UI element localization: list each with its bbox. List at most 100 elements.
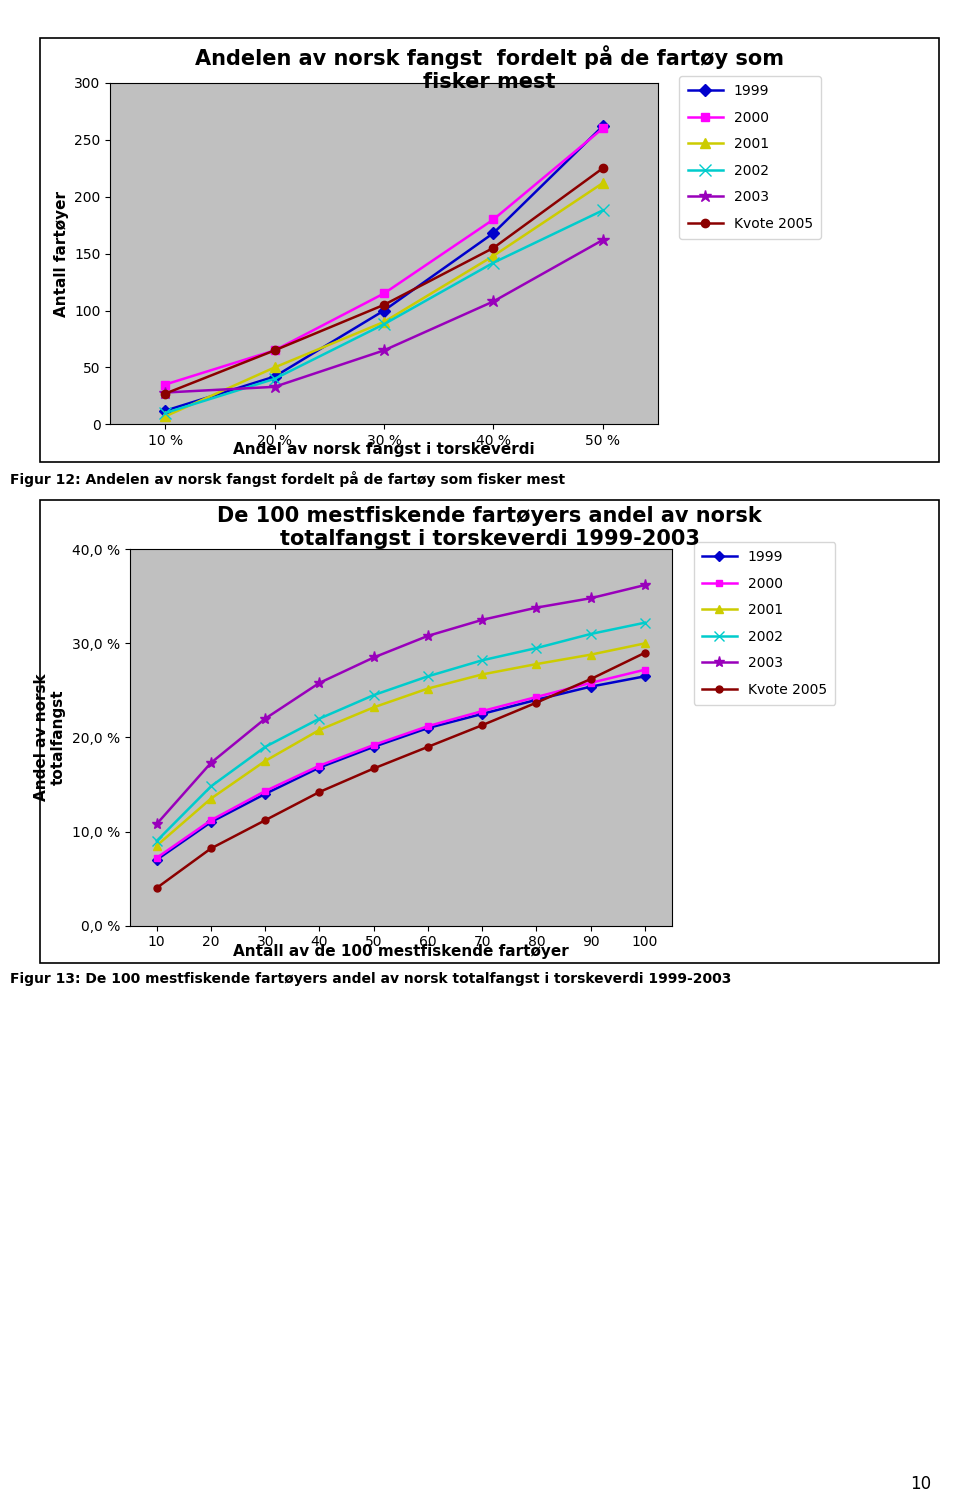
Line: 1999: 1999	[161, 122, 607, 415]
2000	[368, 736, 379, 754]
2001	[205, 790, 217, 808]
2003	[151, 814, 162, 832]
2000	[476, 701, 488, 719]
2000	[488, 211, 499, 229]
Kvote 2005	[259, 811, 271, 829]
1999	[488, 224, 499, 242]
2002	[639, 614, 651, 632]
2002	[378, 315, 390, 333]
Line: 2003: 2003	[151, 579, 651, 829]
2000	[597, 119, 609, 137]
Line: 2000: 2000	[154, 667, 648, 861]
2003	[269, 378, 280, 396]
Y-axis label: Andel av norsk
totalfangst: Andel av norsk totalfangst	[34, 674, 66, 801]
2000	[314, 757, 325, 775]
Kvote 2005	[476, 716, 488, 734]
2003	[476, 611, 488, 629]
1999	[378, 301, 390, 319]
2002	[368, 686, 379, 704]
Line: 2000: 2000	[161, 123, 607, 388]
1999	[585, 677, 596, 695]
2003	[597, 230, 609, 248]
2002	[488, 254, 499, 272]
Line: 2001: 2001	[160, 178, 608, 421]
Text: Andelen av norsk fangst  fordelt på de fartøy som
fisker mest: Andelen av norsk fangst fordelt på de fa…	[195, 45, 784, 92]
1999	[476, 704, 488, 722]
2001	[597, 175, 609, 193]
Line: 2002: 2002	[152, 619, 650, 846]
1999	[205, 813, 217, 831]
2002	[259, 737, 271, 756]
2001	[639, 634, 651, 652]
Line: 2002: 2002	[159, 205, 609, 418]
2002	[159, 403, 171, 421]
2001	[314, 721, 325, 739]
Line: 2001: 2001	[153, 640, 649, 850]
2001	[259, 752, 271, 771]
2001	[585, 646, 596, 664]
Kvote 2005	[597, 160, 609, 178]
2003	[159, 384, 171, 402]
Kvote 2005	[639, 644, 651, 662]
Text: 10: 10	[910, 1475, 931, 1493]
2002	[597, 202, 609, 220]
1999	[314, 759, 325, 777]
2003	[205, 754, 217, 772]
Line: Kvote 2005: Kvote 2005	[154, 649, 648, 891]
2003	[378, 342, 390, 360]
2003	[585, 588, 596, 607]
1999	[531, 691, 542, 709]
Legend: 1999, 2000, 2001, 2002, 2003, Kvote 2005: 1999, 2000, 2001, 2002, 2003, Kvote 2005	[694, 542, 835, 704]
Text: Antall av de 100 mestfiskende fartøyer: Antall av de 100 mestfiskende fartøyer	[233, 944, 568, 959]
2001	[422, 679, 434, 697]
2003	[368, 649, 379, 667]
2002	[422, 667, 434, 685]
Kvote 2005	[205, 840, 217, 858]
Y-axis label: Antall fartøyer: Antall fartøyer	[54, 191, 69, 316]
1999	[368, 737, 379, 756]
Line: Kvote 2005: Kvote 2005	[161, 164, 607, 397]
2002	[531, 640, 542, 658]
2002	[476, 652, 488, 670]
2001	[531, 655, 542, 673]
2001	[368, 698, 379, 716]
Text: Andel av norsk fangst i torskeverdi: Andel av norsk fangst i torskeverdi	[233, 442, 535, 458]
Kvote 2005	[378, 296, 390, 315]
2001	[378, 313, 390, 331]
Legend: 1999, 2000, 2001, 2002, 2003, Kvote 2005: 1999, 2000, 2001, 2002, 2003, Kvote 2005	[680, 75, 821, 239]
Line: 2003: 2003	[158, 233, 610, 399]
2003	[639, 576, 651, 594]
2001	[476, 665, 488, 683]
2001	[159, 408, 171, 426]
1999	[159, 402, 171, 420]
2002	[151, 832, 162, 850]
Text: De 100 mestfiskende fartøyers andel av norsk
totalfangst i torskeverdi 1999-2003: De 100 mestfiskende fartøyers andel av n…	[217, 506, 762, 549]
Text: Figur 12: Andelen av norsk fangst fordelt på de fartøy som fisker mest: Figur 12: Andelen av norsk fangst fordel…	[10, 471, 564, 488]
1999	[422, 719, 434, 737]
2003	[422, 626, 434, 644]
2000	[205, 811, 217, 829]
Kvote 2005	[368, 760, 379, 778]
Kvote 2005	[531, 694, 542, 712]
2000	[151, 849, 162, 867]
Kvote 2005	[585, 670, 596, 688]
2000	[422, 716, 434, 734]
Kvote 2005	[269, 342, 280, 360]
2003	[314, 674, 325, 692]
Text: Figur 13: De 100 mestfiskende fartøyers andel av norsk totalfangst i torskeverdi: Figur 13: De 100 mestfiskende fartøyers …	[10, 972, 731, 986]
2000	[159, 376, 171, 394]
2001	[488, 247, 499, 265]
2002	[314, 709, 325, 727]
2000	[269, 342, 280, 360]
Kvote 2005	[151, 879, 162, 897]
Kvote 2005	[159, 385, 171, 403]
2000	[259, 783, 271, 801]
2002	[585, 625, 596, 643]
2002	[205, 777, 217, 795]
2000	[639, 661, 651, 679]
Kvote 2005	[314, 783, 325, 801]
2001	[269, 358, 280, 376]
2000	[585, 674, 596, 692]
2003	[259, 709, 271, 727]
1999	[151, 850, 162, 868]
